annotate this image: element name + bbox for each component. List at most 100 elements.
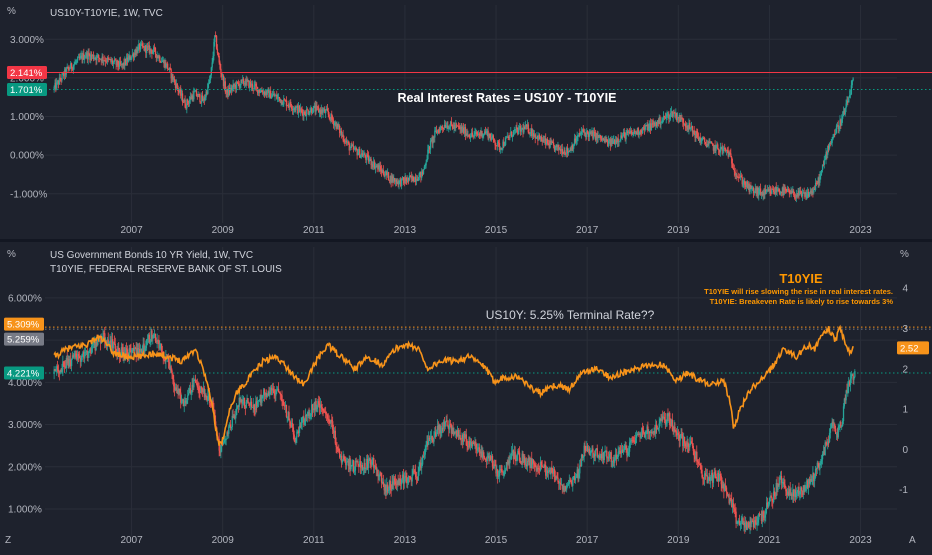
top-candle-body-269 bbox=[288, 105, 290, 107]
top-candle-body-904 bbox=[842, 110, 845, 117]
top-candle-body-392 bbox=[395, 179, 398, 184]
bot-candle-body-89 bbox=[131, 350, 133, 353]
top-candle-body-473 bbox=[466, 133, 468, 135]
top-candle-body-161 bbox=[194, 91, 196, 93]
bot-x-tick-5: 2017 bbox=[576, 535, 599, 546]
top-candle-body-575 bbox=[555, 144, 557, 146]
top-candle-body-829 bbox=[777, 189, 779, 191]
top-candle-body-578 bbox=[558, 144, 560, 150]
top-candle-body-860 bbox=[804, 192, 806, 194]
top-candle-body-218 bbox=[243, 83, 246, 84]
bot-candle-body-809 bbox=[759, 514, 762, 516]
top-candle-body-85 bbox=[127, 57, 130, 62]
top-candle-body-162 bbox=[194, 90, 197, 92]
top-candle-body-508 bbox=[497, 141, 499, 146]
top-candle-body-851 bbox=[796, 194, 798, 197]
top-candle-body-285 bbox=[302, 112, 304, 117]
bot-candle-body-8 bbox=[60, 369, 62, 372]
bot-candle-body-314 bbox=[327, 418, 329, 420]
bot-candle-body-40 bbox=[88, 351, 90, 354]
top-candle-body-273 bbox=[291, 108, 294, 111]
bot-candle-body-138 bbox=[174, 386, 176, 391]
top-pane[interactable]: % US10Y-T10YIE, 1W, TVC Real Interest Ra… bbox=[7, 5, 932, 236]
bot-candle-body-425 bbox=[424, 450, 426, 455]
top-candle-body-588 bbox=[566, 147, 569, 153]
bot-candle-body-245 bbox=[267, 391, 269, 396]
bot-candle-body-110 bbox=[149, 342, 151, 343]
top-candle-body-458 bbox=[453, 125, 455, 129]
bot-candle-body-690 bbox=[656, 424, 658, 429]
bot-candle-body-261 bbox=[281, 395, 283, 401]
bot-candle-body-757 bbox=[714, 471, 716, 474]
top-candle-body-513 bbox=[501, 148, 503, 150]
bot-candle-body-384 bbox=[388, 480, 391, 491]
bottom-x-axis[interactable]: 2007 2009 2011 2013 2015 2017 2019 2021 2023 bbox=[120, 535, 872, 546]
top-candle-body-21 bbox=[71, 68, 74, 70]
top-candle-body-527 bbox=[513, 130, 515, 131]
top-candle-body-747 bbox=[705, 144, 708, 148]
top-candle-body-253 bbox=[274, 95, 276, 97]
top-candle-body-676 bbox=[643, 127, 646, 130]
pane-separator[interactable] bbox=[0, 239, 932, 242]
zoom-z-button[interactable]: Z bbox=[5, 535, 11, 546]
top-candle-body-272 bbox=[291, 106, 293, 109]
bot-candle-body-123 bbox=[160, 343, 163, 352]
top-candle-body-786 bbox=[739, 175, 742, 178]
bot-candle-body-875 bbox=[817, 462, 819, 464]
bot-candle-body-915 bbox=[852, 374, 854, 380]
top-candle-body-395 bbox=[398, 180, 400, 185]
bot-candle-body-544 bbox=[528, 457, 530, 462]
bot-candle-body-99 bbox=[139, 348, 142, 352]
top-y-tick-2: 1.000% bbox=[10, 112, 44, 123]
bot-candle-body-325 bbox=[337, 448, 339, 450]
bot-candle-body-549 bbox=[532, 460, 535, 464]
bot-candle-body-660 bbox=[629, 441, 632, 443]
top-candle-body-891 bbox=[831, 139, 833, 143]
top-candle-body-321 bbox=[333, 123, 336, 126]
auto-scale-button[interactable]: A bbox=[909, 535, 916, 546]
top-candle-body-246 bbox=[268, 89, 270, 98]
scale-buttons[interactable]: Z A bbox=[5, 535, 916, 546]
top-candle-body-120 bbox=[158, 56, 160, 59]
top-x-axis[interactable]: 2007 2009 2011 2013 2015 2017 2019 2021 2023 bbox=[120, 225, 872, 236]
bot-candle-body-476 bbox=[469, 441, 471, 446]
bot-candle-body-769 bbox=[724, 485, 727, 488]
top-candle-body-776 bbox=[731, 157, 733, 164]
bot-candle-body-803 bbox=[754, 520, 756, 523]
bot-candle-body-289 bbox=[305, 414, 308, 417]
top-candle-body-519 bbox=[506, 136, 508, 138]
bot-candle-body-414 bbox=[415, 471, 417, 477]
top-candle-body-80 bbox=[123, 62, 125, 66]
top-candle-body-679 bbox=[646, 124, 648, 126]
top-candle-body-529 bbox=[515, 127, 517, 130]
bot-candle-body-298 bbox=[313, 408, 316, 411]
bot-candle-body-94 bbox=[135, 348, 137, 356]
top-candle-body-200 bbox=[228, 88, 230, 96]
bot-candle-body-833 bbox=[780, 476, 783, 484]
top-candle-body-164 bbox=[196, 96, 199, 97]
top-candle-body-411 bbox=[412, 175, 414, 182]
bot-candle-body-196 bbox=[224, 439, 226, 441]
top-candle-body-832 bbox=[780, 191, 782, 194]
bot-candle-body-98 bbox=[139, 348, 141, 352]
bot-candle-body-701 bbox=[665, 423, 667, 425]
top-candle-body-880 bbox=[821, 164, 824, 170]
bot-candle-body-812 bbox=[762, 511, 764, 517]
top-candle-body-28 bbox=[77, 56, 80, 58]
top-candle-body-618 bbox=[593, 132, 595, 139]
bot-candle-body-434 bbox=[432, 440, 434, 442]
bot-candle-body-301 bbox=[316, 405, 318, 410]
top-candle-body-241 bbox=[263, 91, 266, 95]
bottom-pane[interactable]: % % US Government Bonds 10 YR Yield, 1W,… bbox=[4, 247, 932, 546]
top-candle-body-318 bbox=[331, 114, 333, 120]
top-candle-body-176 bbox=[207, 83, 209, 94]
top-candle-body-231 bbox=[255, 84, 257, 87]
top-candle-body-630 bbox=[603, 138, 605, 141]
bot-candle-body-553 bbox=[536, 467, 538, 471]
top-candle-body-515 bbox=[503, 141, 505, 147]
bot-candle-body-884 bbox=[825, 442, 827, 444]
top-candle-body-548 bbox=[532, 133, 534, 136]
top-candle-body-221 bbox=[246, 79, 248, 81]
